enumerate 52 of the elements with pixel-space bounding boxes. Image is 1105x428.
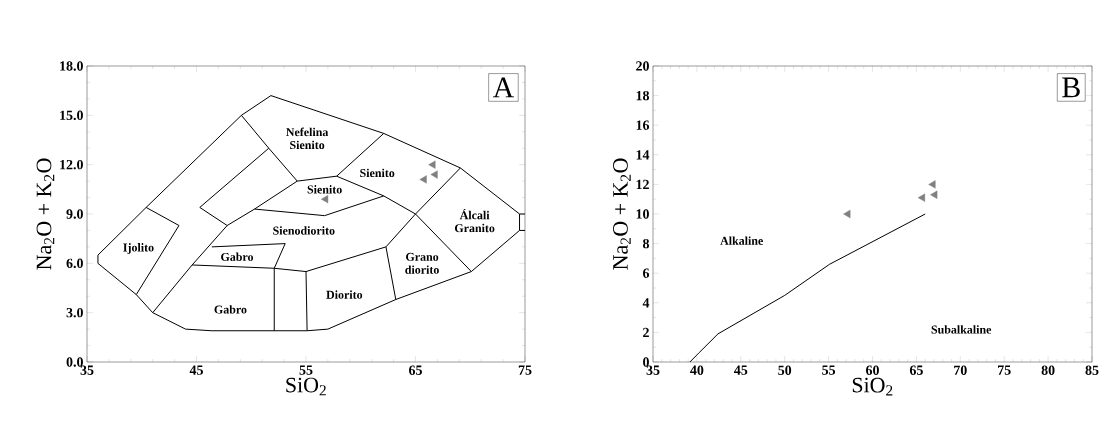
y-tick-label: 14 xyxy=(636,150,650,160)
annotation: Gabro xyxy=(214,305,247,314)
y-tick-label: 18.0 xyxy=(60,61,83,71)
x-tick-label: 55 xyxy=(299,365,313,375)
y-tick-label: 0.0 xyxy=(66,357,83,367)
annotation: Gabro xyxy=(221,252,254,261)
annotation: Grano diorito xyxy=(405,252,439,274)
x-tick-label: 45 xyxy=(734,365,748,375)
annotation: Sienito xyxy=(360,168,395,178)
x-tick-label: 55 xyxy=(822,365,836,375)
y-tick-label: 6 xyxy=(643,268,650,278)
x-tick-label: 75 xyxy=(518,365,532,375)
x-tick-label: 45 xyxy=(189,365,203,375)
y-tick-label: 12 xyxy=(636,179,649,190)
annotation: Diorito xyxy=(326,290,363,299)
y-tick-label: 8 xyxy=(642,238,650,249)
y-tick-label: 2 xyxy=(643,327,649,338)
x-tick-label: 65 xyxy=(409,365,422,375)
x-tick-label: 75 xyxy=(998,365,1011,375)
annotation: Alkaline xyxy=(720,236,763,245)
y-tick-label: 12.0 xyxy=(60,159,83,170)
annotation: Álcali Granito xyxy=(454,208,495,233)
x-tick-label: 35 xyxy=(80,365,94,375)
x-tick-label: 65 xyxy=(909,365,923,375)
y-tick-label: 16 xyxy=(636,120,650,130)
y-tick-label: 15.0 xyxy=(60,110,83,121)
annotation: Ijolito xyxy=(123,243,154,254)
x-tick-label: 70 xyxy=(954,365,967,375)
y-tick-label: 4 xyxy=(642,298,650,308)
y-tick-label: 6.0 xyxy=(66,258,83,269)
annotation: Sienito xyxy=(307,185,342,194)
y-tick-label: 3.0 xyxy=(66,307,83,318)
x-tick-label: 50 xyxy=(778,365,792,375)
x-tick-label: 85 xyxy=(1085,365,1099,375)
annotation: B xyxy=(1062,77,1080,98)
y-tick-label: 10 xyxy=(636,209,649,219)
annotation: A xyxy=(492,77,515,98)
y-tick-label: 9.0 xyxy=(66,209,83,219)
annotation: Subalkaline xyxy=(931,325,992,334)
x-tick-label: 60 xyxy=(866,365,879,375)
x-tick-label: 35 xyxy=(646,365,660,375)
y-axis-title: Na$_{2}$O + K$_{2}$O xyxy=(36,158,55,270)
y-axis-title: Na$_{2}$O + K$_{2}$O xyxy=(613,158,631,270)
annotation: Sienodiorito xyxy=(273,226,335,235)
x-tick-label: 80 xyxy=(1041,365,1055,375)
y-tick-label: 18 xyxy=(636,90,650,101)
y-tick-label: 20 xyxy=(636,61,649,71)
annotation: Nefelina Sienito xyxy=(286,127,329,150)
x-axis-title: SiO$_{2}$ xyxy=(286,377,326,396)
x-tick-label: 40 xyxy=(690,365,704,375)
x-axis-title: SiO$_{2}$ xyxy=(852,377,893,396)
y-tick-label: 0 xyxy=(643,357,649,367)
